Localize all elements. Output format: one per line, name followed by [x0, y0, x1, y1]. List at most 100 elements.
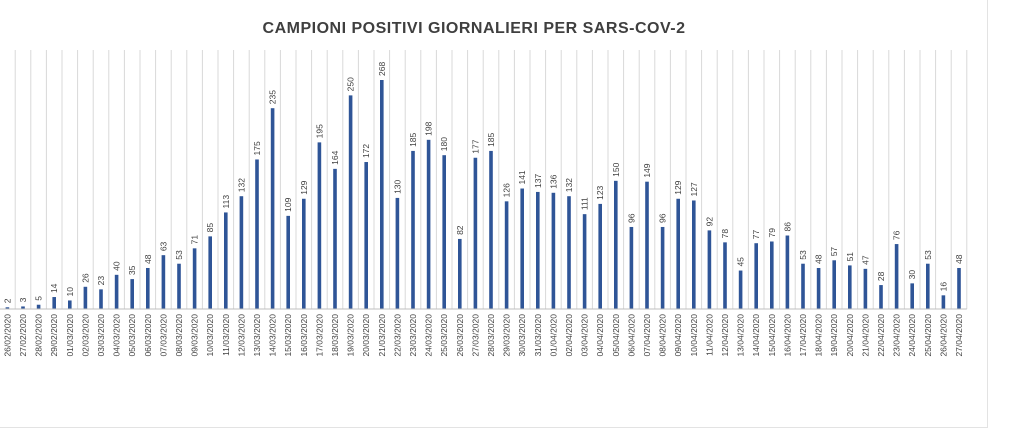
data-label: 48	[954, 254, 964, 264]
data-label: 149	[642, 163, 652, 177]
x-tick-label: 18/03/2020	[330, 314, 340, 357]
data-label: 51	[845, 252, 855, 262]
bar	[785, 235, 790, 309]
data-label: 45	[736, 257, 746, 267]
x-tick-label: 21/03/2020	[377, 314, 387, 357]
data-label: 198	[424, 121, 434, 135]
x-tick-label: 19/04/2020	[829, 314, 839, 357]
x-tick-label: 12/03/2020	[236, 314, 246, 357]
bar	[21, 306, 25, 309]
bar	[926, 263, 930, 309]
data-label: 164	[330, 150, 340, 164]
chart-svg: CAMPIONI POSITIVI GIORNALIERI PER SARS-C…	[0, 20, 968, 357]
bar	[660, 226, 665, 309]
data-label: 132	[236, 178, 246, 192]
data-label-layer: 1235141026234035486353718511313217523510…	[2, 62, 964, 304]
data-label: 123	[595, 185, 605, 199]
bar	[146, 267, 150, 309]
x-tick-label: 31/03/2020	[533, 314, 543, 357]
bar	[489, 150, 493, 309]
data-label: 180	[439, 137, 449, 151]
x-tick-label: 07/04/2020	[642, 314, 652, 357]
x-tick-label: 17/03/2020	[314, 314, 324, 357]
bar	[832, 260, 836, 309]
data-label: 53	[174, 250, 184, 260]
data-label: 127	[689, 182, 699, 196]
data-label: 129	[299, 180, 309, 194]
data-label: 78	[720, 229, 730, 239]
data-label: 48	[143, 254, 153, 264]
chart-title: CAMPIONI POSITIVI GIORNALIERI PER SARS-C…	[263, 20, 686, 37]
x-tick-label: 03/04/2020	[580, 314, 590, 357]
x-tick-label: 04/03/2020	[112, 314, 122, 357]
bar	[957, 267, 961, 309]
data-label: 3	[18, 297, 28, 302]
bar	[395, 197, 400, 309]
bar	[941, 295, 946, 309]
bar	[52, 297, 56, 309]
x-tick-label: 14/04/2020	[751, 314, 761, 357]
x-tick-label: 11/03/2020	[221, 314, 231, 356]
x-tick-label: 10/04/2020	[689, 314, 699, 357]
bar	[286, 215, 290, 309]
bar	[504, 201, 509, 309]
bar	[317, 142, 322, 309]
x-tick-label: 05/03/2020	[127, 314, 137, 357]
x-tick-label: 09/04/2020	[673, 314, 683, 357]
x-tick-label: 17/04/2020	[798, 314, 808, 357]
x-tick-label: 13/04/2020	[736, 314, 746, 357]
bar	[910, 283, 914, 309]
x-tick-label: 20/03/2020	[361, 314, 371, 357]
data-label: 126	[502, 183, 512, 197]
x-tick-label: 23/04/2020	[892, 314, 902, 357]
bar	[239, 196, 244, 309]
x-tick-label: 26/03/2020	[455, 314, 465, 357]
x-tick-label: 24/03/2020	[424, 314, 434, 357]
x-tick-label: 08/04/2020	[658, 314, 668, 357]
x-tick-label: 25/04/2020	[923, 314, 933, 357]
x-tick-label: 15/03/2020	[283, 314, 293, 357]
chart-frame: CAMPIONI POSITIVI GIORNALIERI PER SARS-C…	[0, 0, 988, 428]
x-tick-label: 27/03/2020	[470, 314, 480, 357]
bar	[629, 226, 634, 309]
bar	[192, 248, 197, 309]
bar	[255, 159, 259, 309]
data-label: 40	[112, 261, 122, 271]
bar	[442, 155, 446, 309]
bar-layer	[5, 80, 961, 310]
data-label: 63	[158, 241, 168, 251]
bar	[863, 268, 868, 309]
bar	[364, 162, 368, 309]
bar	[177, 263, 181, 309]
data-label: 76	[892, 230, 902, 240]
x-tick-label: 06/04/2020	[626, 314, 636, 357]
data-label: 14	[49, 283, 59, 293]
x-tick-label: 22/04/2020	[876, 314, 886, 357]
x-tick-label-layer: 25/02/202026/02/202027/02/202028/02/2020…	[2, 314, 964, 357]
data-label: 195	[314, 124, 324, 138]
data-label: 53	[923, 250, 933, 260]
data-label: 132	[564, 178, 574, 192]
data-label: 141	[517, 170, 527, 184]
bar	[520, 188, 524, 309]
data-label: 5	[34, 296, 44, 301]
x-tick-label: 24/04/2020	[907, 314, 917, 357]
bar	[645, 181, 649, 309]
data-label: 35	[127, 265, 137, 275]
data-label: 92	[704, 217, 714, 227]
data-label: 77	[751, 229, 761, 239]
x-tick-label: 18/04/2020	[814, 314, 824, 357]
data-label: 26	[80, 273, 90, 283]
data-label: 136	[548, 174, 558, 188]
bar	[692, 200, 696, 309]
x-tick-label: 21/04/2020	[860, 314, 870, 357]
bar	[348, 95, 353, 309]
bar	[754, 243, 758, 309]
bar	[380, 80, 384, 309]
bar	[723, 242, 727, 309]
bar	[676, 198, 680, 309]
data-label: 150	[611, 162, 621, 176]
bar	[770, 241, 774, 309]
bar	[614, 180, 618, 309]
x-tick-label: 29/03/2020	[502, 314, 512, 357]
